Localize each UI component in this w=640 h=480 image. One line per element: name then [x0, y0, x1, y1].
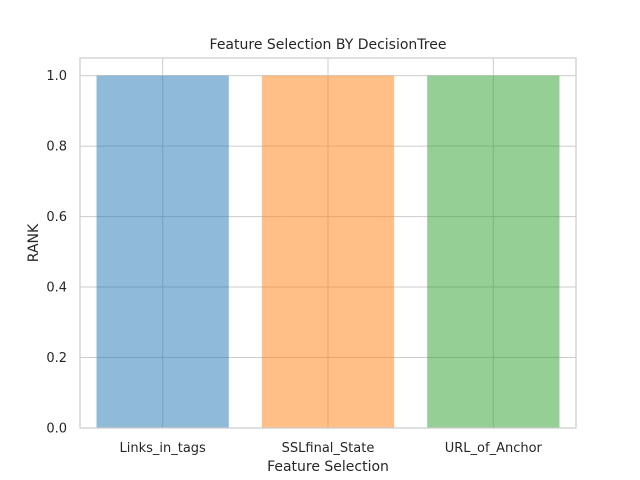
y-tick-label: 0.0 — [46, 422, 67, 437]
y-axis-label: RANK — [26, 223, 42, 262]
y-tick-label: 0.6 — [46, 210, 67, 225]
bar — [261, 75, 395, 428]
y-tick-label: 1.0 — [46, 69, 67, 84]
x-tick-label: URL_of_Anchor — [445, 441, 543, 456]
plot-frame — [79, 57, 577, 429]
bar — [427, 75, 560, 428]
y-tick-label: 0.4 — [46, 281, 67, 296]
bars — [96, 75, 560, 428]
y-tick-label: 0.8 — [46, 140, 67, 155]
y-tick-labels: 0.0 0.2 0.4 0.6 0.8 1.0 — [46, 69, 67, 436]
x-tick-label: Links_in_tags — [119, 441, 206, 456]
y-tick-label: 0.2 — [46, 351, 67, 366]
x-axis-label: Feature Selection — [267, 459, 389, 475]
chart-title: Feature Selection BY DecisionTree — [210, 37, 447, 53]
bar — [96, 75, 229, 428]
x-tick-labels: Links_in_tags SSLfinal_State URL_of_Anchor — [119, 441, 542, 456]
x-tick-label: SSLfinal_State — [282, 441, 375, 456]
